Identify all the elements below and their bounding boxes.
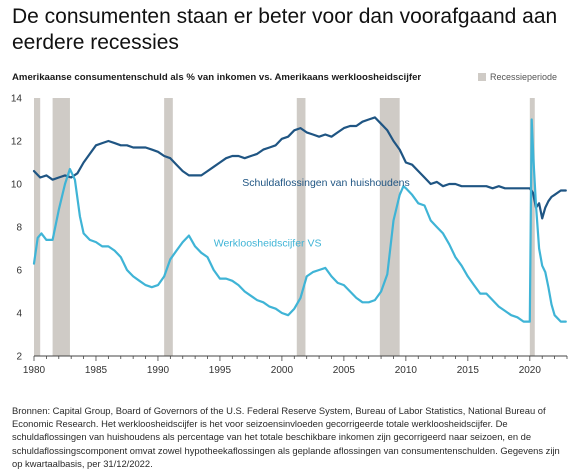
- x-tick-label-2010: 2010: [395, 365, 418, 376]
- chart-main-title: De consumenten staan er beter voor dan v…: [12, 5, 558, 54]
- x-tick-label-2020: 2020: [519, 365, 542, 376]
- x-tick-label-1980: 1980: [23, 365, 46, 376]
- legend-swatch-recession: [478, 73, 486, 81]
- legend-label-recession: Recessieperiode: [490, 72, 558, 82]
- recession-bands: [34, 98, 535, 356]
- recession-band-3: [164, 98, 173, 356]
- x-tick-label-2000: 2000: [271, 365, 294, 376]
- y-tick-label-8: 8: [16, 223, 22, 234]
- x-tick-label-1990: 1990: [147, 365, 170, 376]
- series-line-unemployment: [32, 118, 567, 323]
- recession-band-5: [379, 98, 400, 356]
- source-note: Bronnen: Capital Group, Board of Governo…: [12, 405, 560, 469]
- series-line-debt: [32, 116, 567, 220]
- recession-band-2: [52, 98, 70, 356]
- chart-legend: Recessieperiode: [478, 72, 557, 82]
- x-tick-label-2005: 2005: [333, 365, 356, 376]
- x-tick-label-1995: 1995: [209, 365, 232, 376]
- series-lines: [32, 116, 567, 323]
- chart-subtitle: Amerikaanse consumentenschuld als % van …: [12, 72, 422, 83]
- y-tick-label-10: 10: [11, 180, 23, 191]
- y-tick-label-6: 6: [16, 266, 22, 277]
- y-tick-label-12: 12: [11, 137, 23, 148]
- series-labels: Schuldaflossingen van huishoudens Werklo…: [214, 177, 410, 249]
- series-label-unemployment: Werkloosheidscijfer VS: [214, 237, 322, 249]
- x-tick-label-1985: 1985: [85, 365, 108, 376]
- x-tick-label-2015: 2015: [457, 365, 480, 376]
- recession-band-1: [34, 98, 41, 356]
- axes: 2 4 6 8 10 12 14 1980 1985 1990 1995 2000 2005 2010 20…: [11, 94, 568, 376]
- recession-band-6: [529, 98, 535, 356]
- series-label-debt: Schuldaflossingen van huishoudens: [242, 177, 410, 189]
- y-tick-label-2: 2: [16, 352, 22, 363]
- y-tick-label-14: 14: [11, 94, 23, 105]
- recession-band-4: [296, 98, 306, 356]
- line-chart: 2 4 6 8 10 12 14 1980 1985 1990 1995 2000 2005 2010 20…: [11, 94, 568, 376]
- y-tick-label-4: 4: [16, 309, 22, 320]
